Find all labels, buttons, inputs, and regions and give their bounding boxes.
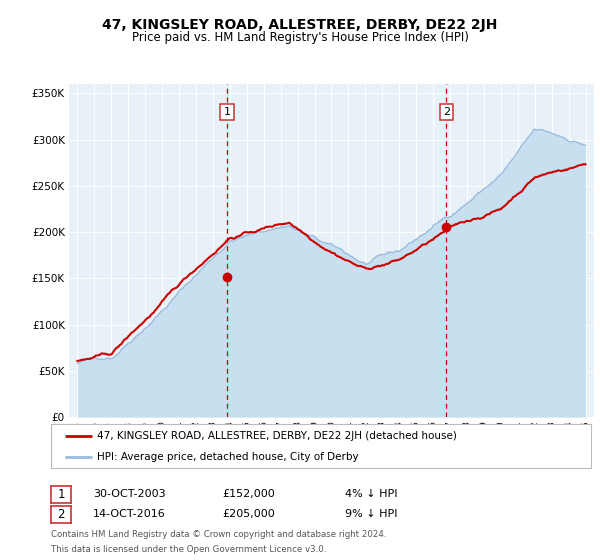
Text: 14-OCT-2016: 14-OCT-2016 [93,509,166,519]
Text: 1: 1 [224,107,230,117]
Text: 1: 1 [58,488,65,501]
Text: Contains HM Land Registry data © Crown copyright and database right 2024.: Contains HM Land Registry data © Crown c… [51,530,386,539]
Text: 2: 2 [443,107,450,117]
Text: 47, KINGSLEY ROAD, ALLESTREE, DERBY, DE22 2JH (detached house): 47, KINGSLEY ROAD, ALLESTREE, DERBY, DE2… [97,431,457,441]
Text: 9% ↓ HPI: 9% ↓ HPI [345,509,398,519]
Text: 30-OCT-2003: 30-OCT-2003 [93,489,166,499]
Text: 47, KINGSLEY ROAD, ALLESTREE, DERBY, DE22 2JH: 47, KINGSLEY ROAD, ALLESTREE, DERBY, DE2… [103,18,497,32]
Text: £205,000: £205,000 [222,509,275,519]
Text: HPI: Average price, detached house, City of Derby: HPI: Average price, detached house, City… [97,452,359,461]
Text: 4% ↓ HPI: 4% ↓ HPI [345,489,398,499]
Text: £152,000: £152,000 [222,489,275,499]
Text: This data is licensed under the Open Government Licence v3.0.: This data is licensed under the Open Gov… [51,545,326,554]
Text: 2: 2 [58,508,65,521]
Text: Price paid vs. HM Land Registry's House Price Index (HPI): Price paid vs. HM Land Registry's House … [131,31,469,44]
